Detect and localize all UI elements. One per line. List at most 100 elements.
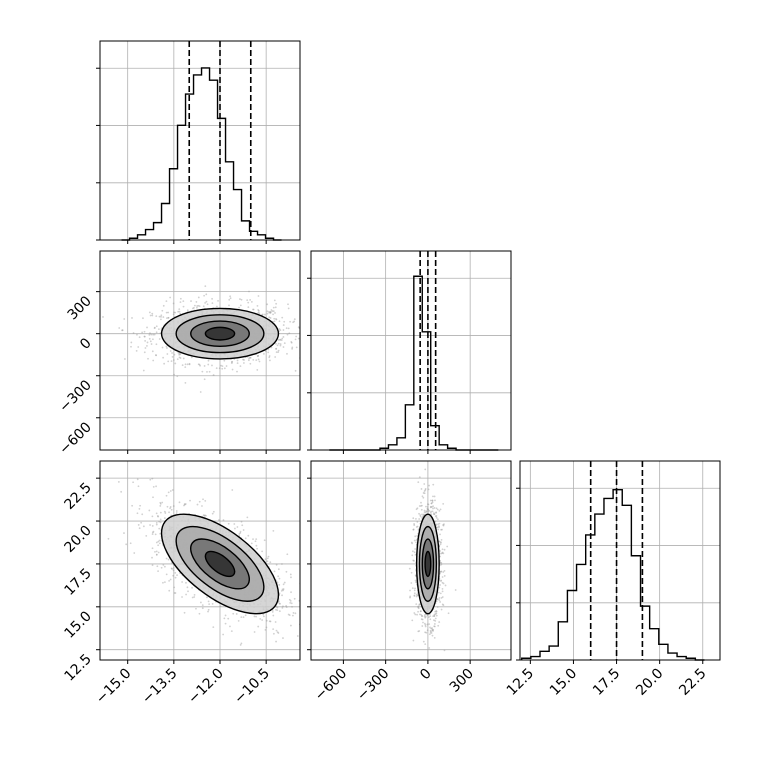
scatter-point [439,601,442,603]
scatter-point [242,616,245,619]
scatter-point [268,356,271,359]
scatter-point [297,337,300,340]
scatter-point [433,512,435,514]
scatter-point [282,637,284,639]
scatter-point [414,548,417,550]
scatter-point [438,597,441,599]
scatter-point [255,544,258,547]
scatter-point [431,499,434,502]
histogram-step-line [521,489,705,661]
scatter-point [280,339,283,342]
scatter-point [272,310,275,312]
scatter-point [439,592,442,595]
scatter-point [169,578,172,581]
scatter-point [291,347,294,350]
scatter-point [142,369,145,372]
scatter-point [438,599,441,602]
scatter-point [185,581,187,584]
scatter-point [163,517,166,519]
scatter-point [190,300,192,302]
x-tick-label: −10.5 [231,666,273,708]
scatter-point [153,333,156,336]
scatter-point [202,514,205,517]
scatter-point [307,348,309,350]
scatter-point [155,541,158,544]
scatter-point [201,604,204,607]
scatter-point [155,354,157,356]
scatter-point [233,523,236,525]
scatter-point [432,495,434,498]
scatter-point [215,367,218,370]
scatter-point [424,613,426,616]
scatter-point [277,349,280,352]
scatter-point [152,530,155,533]
scatter-point [197,363,200,366]
scatter-point [278,602,281,605]
scatter-point [439,571,442,573]
y-tick-label: 0 [77,335,95,353]
scatter-point [154,533,157,536]
scatter-point [433,513,436,516]
scatter-point [203,378,206,381]
scatter-point [155,550,158,553]
scatter-point [413,589,416,592]
scatter-point [240,616,243,619]
scatter-point [433,623,436,625]
scatter-point [162,304,165,307]
scatter-point [201,505,203,507]
scatter-point [105,456,107,458]
scatter-point [162,581,164,584]
scatter-point [152,485,155,488]
scatter-point [424,615,427,618]
scatter-point [167,317,170,319]
scatter-point [439,584,441,586]
scatter-point [413,524,416,527]
scatter-point [293,597,296,600]
scatter-point [203,365,206,367]
scatter-point [423,615,426,618]
scatter-point [273,299,276,302]
scatter-point [420,488,423,490]
scatter-point [263,615,265,618]
scatter-point [257,354,259,357]
scatter-point [249,356,252,359]
scatter-point [275,342,277,345]
scatter-point [230,362,233,364]
scatter-point [232,612,235,615]
scatter-point [249,362,252,365]
scatter-point [148,333,151,336]
scatter-point [239,644,242,646]
scatter-point [433,615,436,617]
y-tick-label: 15.0 [61,608,94,641]
scatter-point [162,564,165,566]
scatter-point [169,490,172,492]
scatter-point [259,618,262,620]
scatter-point [425,505,427,508]
scatter-point [188,363,191,366]
scatter-point [142,525,145,528]
scatter-point [267,555,270,558]
scatter-point [264,350,267,353]
scatter-point [417,605,419,608]
scatter-point [440,538,443,541]
scatter-point [257,358,260,361]
scatter-point [307,315,309,317]
scatter-point [419,613,421,616]
scatter-point [165,494,168,497]
scatter-point [303,621,305,623]
scatter-point [224,614,227,617]
scatter-point [136,478,139,481]
scatter-point [153,327,156,330]
scatter-point [421,625,424,627]
scatter-point [429,630,432,632]
scatter-point [172,302,175,305]
scatter-point [235,613,238,615]
scatter-point [212,626,215,628]
scatter-point [158,542,161,545]
scatter-point [130,345,132,348]
scatter-point [288,614,291,617]
scatter-point [272,313,274,316]
scatter-point [176,375,179,378]
scatter-point [185,593,187,596]
scatter-point [416,534,419,537]
